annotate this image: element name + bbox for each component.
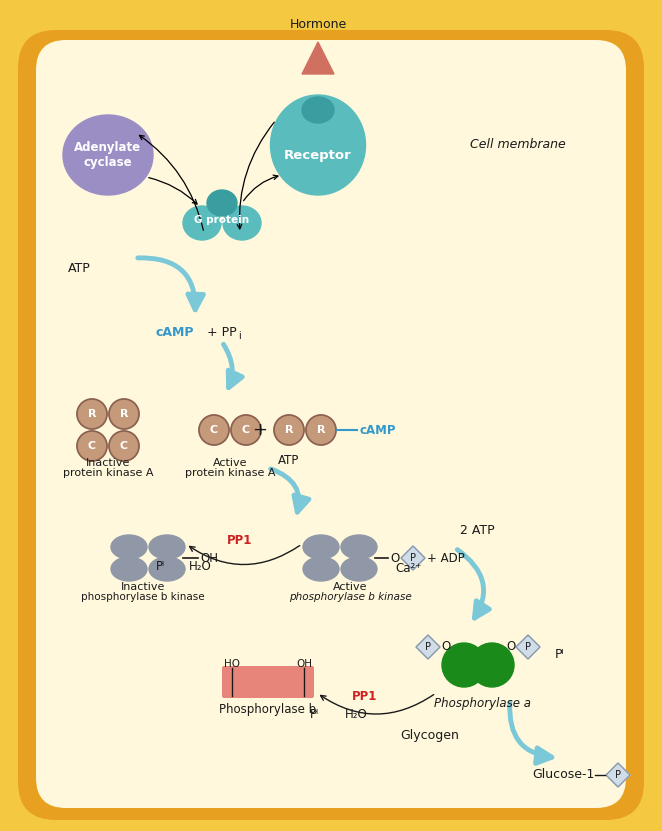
Polygon shape (606, 763, 630, 787)
Text: C: C (242, 425, 250, 435)
Text: Ca²⁺: Ca²⁺ (395, 562, 422, 574)
FancyBboxPatch shape (222, 666, 314, 698)
Circle shape (306, 415, 336, 445)
FancyArrowPatch shape (138, 258, 203, 310)
Text: + PP: + PP (203, 326, 236, 338)
Text: cAMP: cAMP (359, 424, 395, 436)
Ellipse shape (341, 557, 377, 581)
Text: P: P (615, 770, 621, 780)
Ellipse shape (111, 535, 147, 559)
Text: PP1: PP1 (227, 534, 253, 547)
Polygon shape (416, 635, 440, 659)
Ellipse shape (183, 206, 221, 240)
FancyArrowPatch shape (189, 546, 300, 564)
Text: Phosphorylase a: Phosphorylase a (434, 696, 532, 710)
Text: R: R (316, 425, 325, 435)
Circle shape (109, 399, 139, 429)
Text: protein kinase A: protein kinase A (185, 468, 275, 478)
Text: Hormone: Hormone (289, 18, 347, 32)
FancyArrowPatch shape (224, 344, 242, 387)
Text: HO: HO (224, 659, 240, 669)
Text: O: O (390, 552, 399, 564)
Text: P: P (425, 642, 431, 652)
Ellipse shape (302, 97, 334, 123)
Polygon shape (401, 546, 425, 570)
Text: Phosphorylase b: Phosphorylase b (219, 704, 316, 716)
Text: C: C (210, 425, 218, 435)
Text: G protein: G protein (195, 215, 250, 225)
Text: O: O (442, 641, 451, 653)
FancyBboxPatch shape (36, 40, 626, 808)
Ellipse shape (63, 115, 153, 195)
Ellipse shape (271, 95, 365, 195)
Text: R: R (285, 425, 293, 435)
Text: R: R (88, 409, 96, 419)
Text: P: P (410, 553, 416, 563)
Text: ATP: ATP (278, 454, 299, 466)
FancyArrowPatch shape (244, 175, 278, 201)
Ellipse shape (223, 206, 261, 240)
Ellipse shape (303, 557, 339, 581)
Text: Inactive: Inactive (120, 582, 166, 592)
Ellipse shape (207, 190, 237, 216)
Ellipse shape (111, 557, 147, 581)
Text: Active: Active (213, 458, 247, 468)
Polygon shape (516, 635, 540, 659)
Text: Pᴵ: Pᴵ (156, 559, 165, 573)
Text: i: i (238, 331, 241, 341)
FancyArrowPatch shape (510, 703, 552, 764)
Text: Glycogen: Glycogen (401, 729, 459, 741)
Text: Receptor: Receptor (284, 149, 352, 161)
FancyArrowPatch shape (271, 469, 309, 512)
FancyArrowPatch shape (140, 135, 203, 230)
Text: + ADP: + ADP (427, 552, 465, 564)
Text: Inactive: Inactive (86, 458, 130, 468)
Text: H₂O: H₂O (345, 709, 368, 721)
Circle shape (274, 415, 304, 445)
Text: cAMP: cAMP (155, 326, 193, 338)
Ellipse shape (149, 557, 185, 581)
Circle shape (470, 643, 514, 687)
Text: Pᴵ: Pᴵ (310, 709, 319, 721)
Text: OH: OH (200, 552, 218, 564)
Circle shape (109, 431, 139, 461)
Text: R: R (120, 409, 128, 419)
Circle shape (77, 431, 107, 461)
Ellipse shape (341, 535, 377, 559)
Text: PP1: PP1 (352, 691, 378, 704)
Text: ATP: ATP (68, 262, 91, 274)
Text: Active: Active (333, 582, 367, 592)
Ellipse shape (149, 535, 185, 559)
Text: protein kinase A: protein kinase A (63, 468, 153, 478)
Text: Glucose-1: Glucose-1 (532, 769, 594, 781)
Text: OH: OH (296, 659, 312, 669)
Text: P: P (525, 642, 531, 652)
Polygon shape (302, 42, 334, 74)
FancyBboxPatch shape (18, 30, 644, 820)
Text: phosphorylase b kinase: phosphorylase b kinase (81, 592, 205, 602)
Text: phosphorylase b kinase: phosphorylase b kinase (289, 592, 411, 602)
Text: C: C (120, 441, 128, 451)
FancyArrowPatch shape (149, 178, 197, 204)
Text: Pᴵ: Pᴵ (555, 648, 565, 661)
FancyArrowPatch shape (320, 695, 434, 714)
Ellipse shape (303, 535, 339, 559)
Circle shape (77, 399, 107, 429)
Text: 2 ATP: 2 ATP (460, 524, 495, 537)
Text: Adenylate
cyclase: Adenylate cyclase (74, 141, 142, 169)
FancyArrowPatch shape (237, 122, 274, 229)
Text: Cell membrane: Cell membrane (470, 139, 566, 151)
Text: H₂O: H₂O (189, 559, 211, 573)
Text: C: C (88, 441, 96, 451)
Circle shape (199, 415, 229, 445)
Circle shape (231, 415, 261, 445)
Circle shape (442, 643, 486, 687)
Text: O: O (506, 641, 516, 653)
FancyArrowPatch shape (457, 549, 489, 618)
Text: +: + (252, 421, 267, 439)
